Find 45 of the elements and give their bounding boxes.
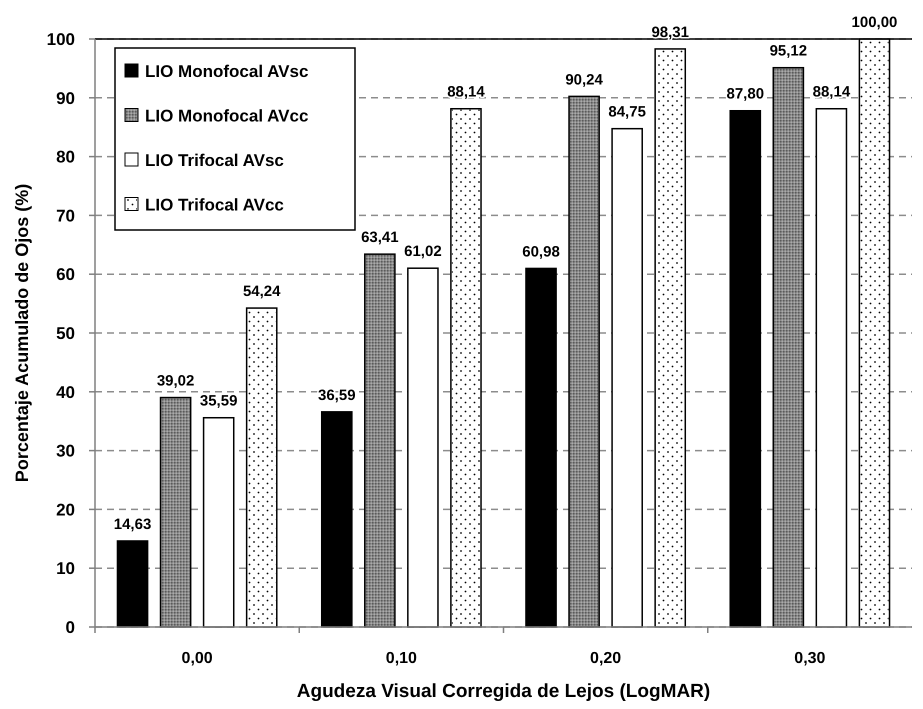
bar bbox=[116, 540, 148, 628]
legend-label: LIO Trifocal AVsc bbox=[145, 151, 284, 170]
data-label: 88,14 bbox=[447, 84, 486, 101]
legend-label: LIO Monofocal AVcc bbox=[145, 106, 308, 126]
y-tick-label: 0 bbox=[66, 618, 75, 637]
data-label: 90,24 bbox=[565, 71, 604, 88]
y-tick-label: 20 bbox=[56, 500, 75, 520]
y-tick-label: 60 bbox=[56, 265, 75, 284]
x-tick-label: 0,10 bbox=[386, 650, 418, 667]
x-axis-title: Agudeza Visual Corregida de Lejos (LogMAR) bbox=[296, 681, 710, 702]
data-label: 88,14 bbox=[812, 84, 851, 101]
bar bbox=[202, 416, 234, 628]
y-tick-label: 40 bbox=[56, 382, 75, 402]
y-tick-label: 10 bbox=[56, 559, 75, 578]
data-label: 98,31 bbox=[651, 24, 689, 41]
bar bbox=[407, 267, 439, 628]
y-tick-label: 100 bbox=[46, 30, 75, 49]
data-label: 60,98 bbox=[522, 243, 560, 260]
bar bbox=[525, 268, 557, 628]
x-tick-label: 0,20 bbox=[590, 650, 622, 667]
y-tick-label: 80 bbox=[56, 148, 75, 167]
data-label: 39,02 bbox=[156, 372, 194, 390]
y-tick-label: 50 bbox=[56, 324, 75, 343]
x-tick-label: 0,00 bbox=[182, 650, 213, 667]
bar bbox=[320, 411, 353, 628]
data-label: 95,12 bbox=[770, 42, 808, 60]
data-label: 14,63 bbox=[114, 516, 152, 533]
data-label: 84,75 bbox=[608, 104, 646, 121]
data-label: 54,24 bbox=[242, 283, 282, 300]
data-label: 36,59 bbox=[318, 386, 356, 404]
bar bbox=[729, 110, 762, 628]
bar bbox=[816, 108, 848, 628]
legend-label: LIO Trifocal AVcc bbox=[145, 196, 284, 214]
y-tick-label: 90 bbox=[56, 88, 75, 108]
y-axis-title: Porcentaje Acumulado de Ojos (%) bbox=[12, 184, 32, 482]
data-label: 35,59 bbox=[200, 392, 238, 410]
x-tick-label: 0,30 bbox=[794, 650, 826, 667]
data-label: 87,80 bbox=[726, 86, 764, 103]
y-tick-label: 70 bbox=[56, 206, 75, 226]
data-label: 100,00 bbox=[852, 14, 898, 31]
data-label: 63,41 bbox=[361, 229, 399, 246]
bar bbox=[611, 128, 643, 628]
legend-label: LIO Monofocal AVsc bbox=[145, 62, 308, 81]
data-label: 61,02 bbox=[404, 243, 442, 260]
y-tick-label: 30 bbox=[56, 442, 75, 461]
